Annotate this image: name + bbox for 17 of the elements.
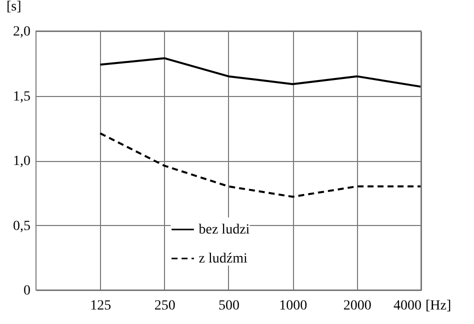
legend-label: bez ludzi — [198, 222, 250, 238]
x-tick-label: 500 — [218, 298, 240, 314]
x-tick-label: 4000 — [394, 298, 422, 314]
y-axis-title: [s] — [6, 0, 22, 14]
x-tick-label: 1000 — [279, 298, 308, 314]
line-series — [99, 132, 422, 198]
line-series — [99, 57, 422, 88]
y-tick-label: 2,0 — [13, 24, 30, 40]
y-tick-label: 1,5 — [13, 89, 30, 104]
legend-label: z ludźmi — [198, 251, 248, 266]
x-axis-title: [Hz] — [426, 298, 452, 314]
x-tick-label: 2000 — [343, 298, 372, 314]
y-tick-label: 0 — [24, 284, 30, 298]
x-tick-label: 250 — [154, 298, 176, 314]
x-tick-label: 125 — [90, 298, 112, 314]
y-tick-label: 1,0 — [13, 154, 30, 169]
y-tick-label: 0,5 — [13, 218, 30, 234]
